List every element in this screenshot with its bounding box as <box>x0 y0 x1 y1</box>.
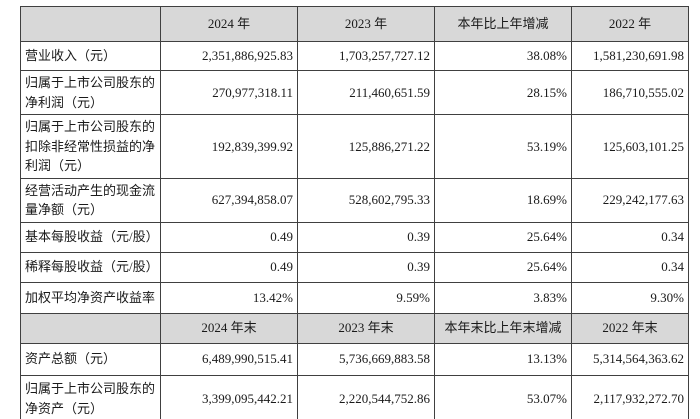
cell-2022: 125,603,101.25 <box>571 114 689 179</box>
table-row-net-profit-excl-nonrecurring: 归属于上市公司股东的扣除非经常性损益的净利润（元） 192,839,399.92… <box>20 114 689 179</box>
cell-2024: 627,394,858.07 <box>160 177 298 223</box>
table-row-net-profit: 归属于上市公司股东的净利润（元） 270,977,318.11 211,460,… <box>20 70 689 115</box>
cell-2022: 186,710,555.02 <box>571 70 689 115</box>
cell-2022: 0.34 <box>571 221 689 253</box>
cell-2022: 229,242,177.63 <box>571 177 689 223</box>
cell-2024: 192,839,399.92 <box>160 114 298 179</box>
cell-2022: 0.34 <box>571 251 689 283</box>
table-row-total-assets: 资产总额（元） 6,489,990,515.41 5,736,669,883.5… <box>20 342 689 376</box>
header-row-year-end: 2024 年末 2023 年末 本年末比上年末增减 2022 年末 <box>20 312 689 344</box>
cell-2023: 9.59% <box>297 281 435 314</box>
header-empty-cell <box>20 6 161 42</box>
header-2022-year-end: 2022 年末 <box>571 312 689 344</box>
cell-change: 38.08% <box>434 41 572 71</box>
cell-2024: 13.42% <box>160 281 298 314</box>
cell-change: 25.64% <box>434 251 572 283</box>
cell-change: 53.19% <box>434 114 572 179</box>
cell-change: 3.83% <box>434 281 572 314</box>
financial-summary-table: 2024 年 2023 年 本年比上年增减 2022 年 营业收入（元） 2,3… <box>20 6 689 419</box>
cell-change: 13.13% <box>434 342 572 376</box>
cell-2023: 0.39 <box>297 221 435 253</box>
cell-2024: 0.49 <box>160 221 298 253</box>
cell-2024: 0.49 <box>160 251 298 283</box>
cell-2022: 9.30% <box>571 281 689 314</box>
cell-2023: 125,886,271.22 <box>297 114 435 179</box>
cell-2024: 3,399,095,442.21 <box>160 374 298 419</box>
table-row-weighted-avg-roe: 加权平均净资产收益率 13.42% 9.59% 3.83% 9.30% <box>20 281 689 314</box>
cell-2023: 528,602,795.33 <box>297 177 435 223</box>
cell-2023: 0.39 <box>297 251 435 283</box>
cell-change: 25.64% <box>434 221 572 253</box>
table-row-basic-eps: 基本每股收益（元/股） 0.49 0.39 25.64% 0.34 <box>20 221 689 253</box>
header-year-end-change: 本年末比上年末增减 <box>434 312 572 344</box>
header-2024-year-end: 2024 年末 <box>160 312 298 344</box>
header-2024: 2024 年 <box>160 6 298 42</box>
header-2022: 2022 年 <box>571 6 689 42</box>
cell-2024: 2,351,886,925.83 <box>160 41 298 71</box>
cell-2024: 6,489,990,515.41 <box>160 342 298 376</box>
row-label: 资产总额（元） <box>20 342 161 376</box>
cell-2022: 1,581,230,691.98 <box>571 41 689 71</box>
cell-2024: 270,977,318.11 <box>160 70 298 115</box>
header-2023-year-end: 2023 年末 <box>297 312 435 344</box>
header-row-annual: 2024 年 2023 年 本年比上年增减 2022 年 <box>20 6 689 42</box>
header-2023: 2023 年 <box>297 6 435 42</box>
cell-2022: 5,314,564,363.62 <box>571 342 689 376</box>
cell-2023: 211,460,651.59 <box>297 70 435 115</box>
row-label: 基本每股收益（元/股） <box>20 221 161 253</box>
cell-2023: 1,703,257,727.12 <box>297 41 435 71</box>
cell-2023: 5,736,669,883.58 <box>297 342 435 376</box>
row-label: 加权平均净资产收益率 <box>20 281 161 314</box>
row-label: 归属于上市公司股东的净资产（元） <box>20 374 161 419</box>
header-yoy-change: 本年比上年增减 <box>434 6 572 42</box>
cell-2022: 2,117,932,272.70 <box>571 374 689 419</box>
cell-change: 53.07% <box>434 374 572 419</box>
row-label: 稀释每股收益（元/股） <box>20 251 161 283</box>
row-label: 营业收入（元） <box>20 41 161 71</box>
cell-change: 28.15% <box>434 70 572 115</box>
table-row-operating-cash-flow: 经营活动产生的现金流量净额（元） 627,394,858.07 528,602,… <box>20 177 689 223</box>
row-label: 归属于上市公司股东的净利润（元） <box>20 70 161 115</box>
row-label: 经营活动产生的现金流量净额（元） <box>20 177 161 223</box>
cell-change: 18.69% <box>434 177 572 223</box>
cell-2023: 2,220,544,752.86 <box>297 374 435 419</box>
row-label: 归属于上市公司股东的扣除非经常性损益的净利润（元） <box>20 114 161 179</box>
table-row-net-assets: 归属于上市公司股东的净资产（元） 3,399,095,442.21 2,220,… <box>20 374 689 419</box>
table-row-revenue: 营业收入（元） 2,351,886,925.83 1,703,257,727.1… <box>20 41 689 71</box>
header-empty-cell <box>20 312 161 344</box>
table-row-diluted-eps: 稀释每股收益（元/股） 0.49 0.39 25.64% 0.34 <box>20 251 689 283</box>
